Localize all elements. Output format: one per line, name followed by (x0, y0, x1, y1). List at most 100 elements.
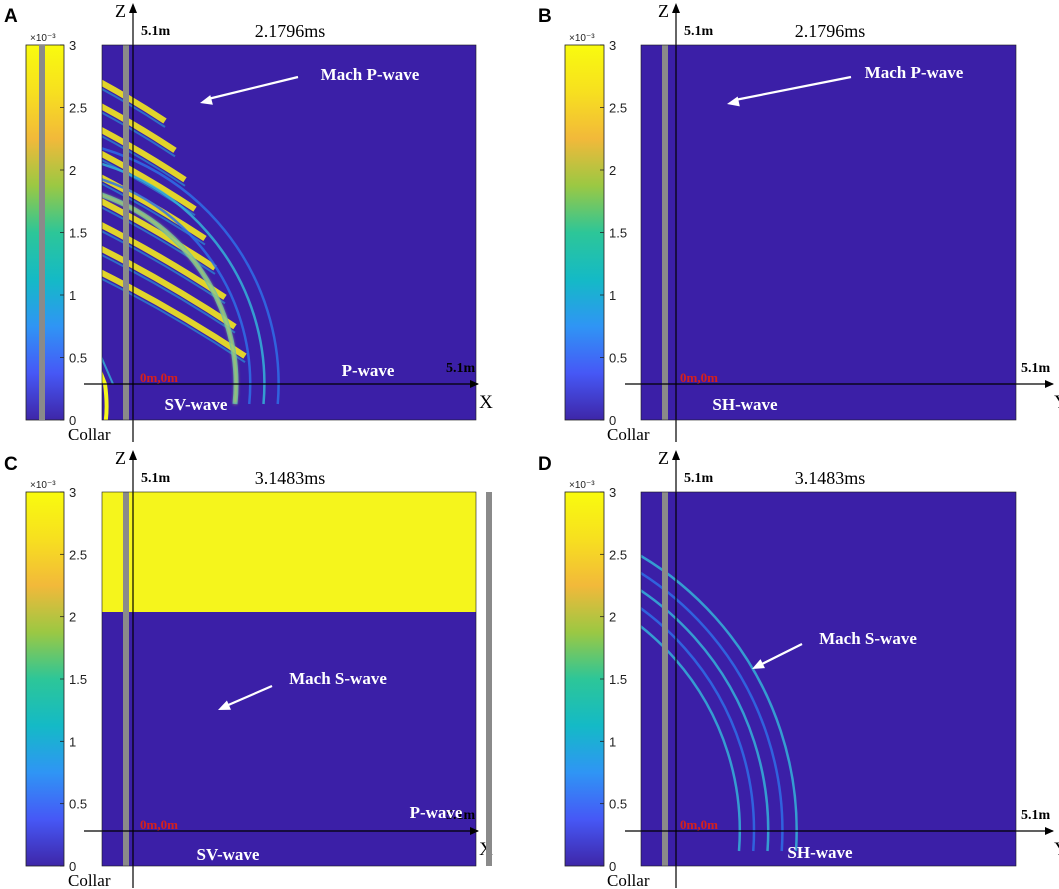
annotation-arrow-head (752, 659, 765, 669)
annotation-label: Mach P-wave (865, 63, 964, 82)
colorbar-tick-label: 2 (69, 163, 76, 178)
mach-front (492, 646, 577, 697)
colorbar-tick-label: 2 (609, 163, 616, 178)
z-axis-label: Z (115, 448, 126, 468)
right-distance-label: 5.1m (1021, 808, 1051, 823)
colorbar-exponent: ×10⁻³ (569, 480, 595, 491)
colorbar-tick-label: 2.5 (609, 101, 627, 116)
colorbar-tick-label: 1 (609, 734, 616, 749)
mach-front (102, 103, 177, 153)
origin-label: 0m,0m (140, 370, 178, 385)
annotation-arrow-head (727, 96, 740, 107)
colorbar-tick-label: 2.5 (609, 547, 627, 562)
right-distance-label: 5.1m (446, 808, 476, 823)
collar-rod-left (123, 45, 129, 420)
colorbar-tick-label: 0 (609, 413, 616, 428)
z-axis-arrow (672, 3, 680, 13)
annotation-label: Mach S-wave (289, 669, 387, 688)
z-axis-arrow (129, 450, 137, 460)
mach-front-halo (492, 537, 557, 576)
colorbar-tick-label: 0 (69, 859, 76, 874)
colorbar-tick-label: 1.5 (69, 226, 87, 241)
heatmap-background (641, 45, 1016, 420)
annotation-label: P-wave (342, 361, 395, 380)
plot-frame (101, 44, 477, 421)
horizontal-axis-arrow (470, 827, 479, 835)
colorbar-tick-label: 1 (69, 734, 76, 749)
time-label: 3.1483ms (255, 468, 326, 488)
z-axis-arrow (672, 450, 680, 460)
annotation-label: P-wave (410, 803, 463, 822)
mach-front (492, 588, 567, 633)
origin-label: 0m,0m (680, 370, 718, 385)
panel-d: D 0 0.5 1 1.5 2 2.5 3 ×10⁻³ Z 5.1m 5.1m Y 0m,0m Collar… (486, 448, 1059, 889)
annotation-arrow-head (200, 95, 213, 105)
colorbar-tick-label: 1.5 (609, 226, 627, 241)
wave-field (102, 492, 476, 612)
horizontal-axis-label: Y (1054, 392, 1059, 413)
panel-a: A 0 0.5 1 1.5 2 2.5 3 ×10⁻³ Z 5.1m 5.1m X 0m,0m Collar… (4, 1, 493, 444)
top-distance-label: 5.1m (684, 24, 714, 39)
mach-front-halo (102, 230, 226, 305)
p-wave-front (641, 625, 741, 852)
p-wave-front (641, 571, 784, 852)
mach-front-halo (492, 594, 567, 639)
collar-label: Collar (607, 425, 650, 444)
colorbar-tick-label: 1 (609, 288, 616, 303)
annotation-arrow-line (734, 75, 852, 102)
collar-rod-left (662, 492, 668, 866)
p-wave-front (641, 554, 798, 852)
horizontal-axis-arrow (1045, 380, 1054, 388)
annotation-label: Mach S-wave (819, 629, 917, 648)
panel-letter: A (4, 6, 18, 27)
time-label: 2.1796ms (255, 21, 326, 41)
collar-rod-right (39, 45, 45, 420)
right-distance-label: 5.1m (446, 361, 476, 376)
colorbar-tick-label: 2.5 (69, 101, 87, 116)
p-wave-peak (102, 193, 238, 405)
colorbar-tick-label: 0.5 (609, 797, 627, 812)
p-wave-front (641, 589, 770, 852)
colorbar-exponent: ×10⁻³ (30, 480, 56, 491)
plot-frame (101, 491, 477, 867)
colorbar-tick-label: 3 (609, 38, 616, 53)
colorbar (564, 491, 605, 867)
mach-front-halo (102, 254, 236, 334)
mach-front (102, 222, 227, 300)
colorbar-tick-label: 2.5 (69, 547, 87, 562)
annotation-arrow-line (207, 75, 299, 101)
colorbar-tick-label: 3 (69, 38, 76, 53)
mach-front (492, 617, 572, 665)
mach-front-halo (102, 111, 176, 158)
colorbar-exponent: ×10⁻³ (569, 33, 595, 44)
right-distance-label: 5.1m (1021, 361, 1051, 376)
colorbar-tick-label: 0.5 (69, 797, 87, 812)
annotation-arrow-head (218, 700, 231, 710)
panel-letter: C (4, 454, 18, 475)
mach-front (492, 560, 562, 602)
mach-front (492, 502, 552, 538)
colorbar-tick-label: 0.5 (609, 351, 627, 366)
colorbar-tick-label: 2 (69, 610, 76, 625)
colorbar-tick-label: 0 (69, 413, 76, 428)
z-axis-label: Z (658, 1, 669, 21)
top-distance-label: 5.1m (141, 24, 171, 39)
p-wave-front (102, 162, 266, 405)
mach-front-halo (102, 87, 166, 128)
collar-label: Collar (68, 425, 111, 444)
colorbar-tick-label: 3 (69, 485, 76, 500)
s-wave-halo (102, 356, 114, 385)
panel-b: B 0 0.5 1 1.5 2 2.5 3 ×10⁻³ Z 5.1m 5.1m Y 0m,0m Collar… (39, 1, 1059, 444)
horizontal-axis-arrow (1045, 827, 1054, 835)
colorbar-tick-label: 1 (69, 288, 76, 303)
collar-label: Collar (68, 871, 111, 889)
mach-front (102, 245, 237, 330)
mach-front-halo (492, 566, 562, 608)
mach-front (102, 150, 197, 212)
annotation-arrow-line (759, 643, 803, 666)
panel-letter: D (538, 454, 552, 475)
mach-front-halo (492, 623, 572, 671)
mach-front-halo (102, 277, 246, 363)
colorbar (25, 491, 65, 867)
